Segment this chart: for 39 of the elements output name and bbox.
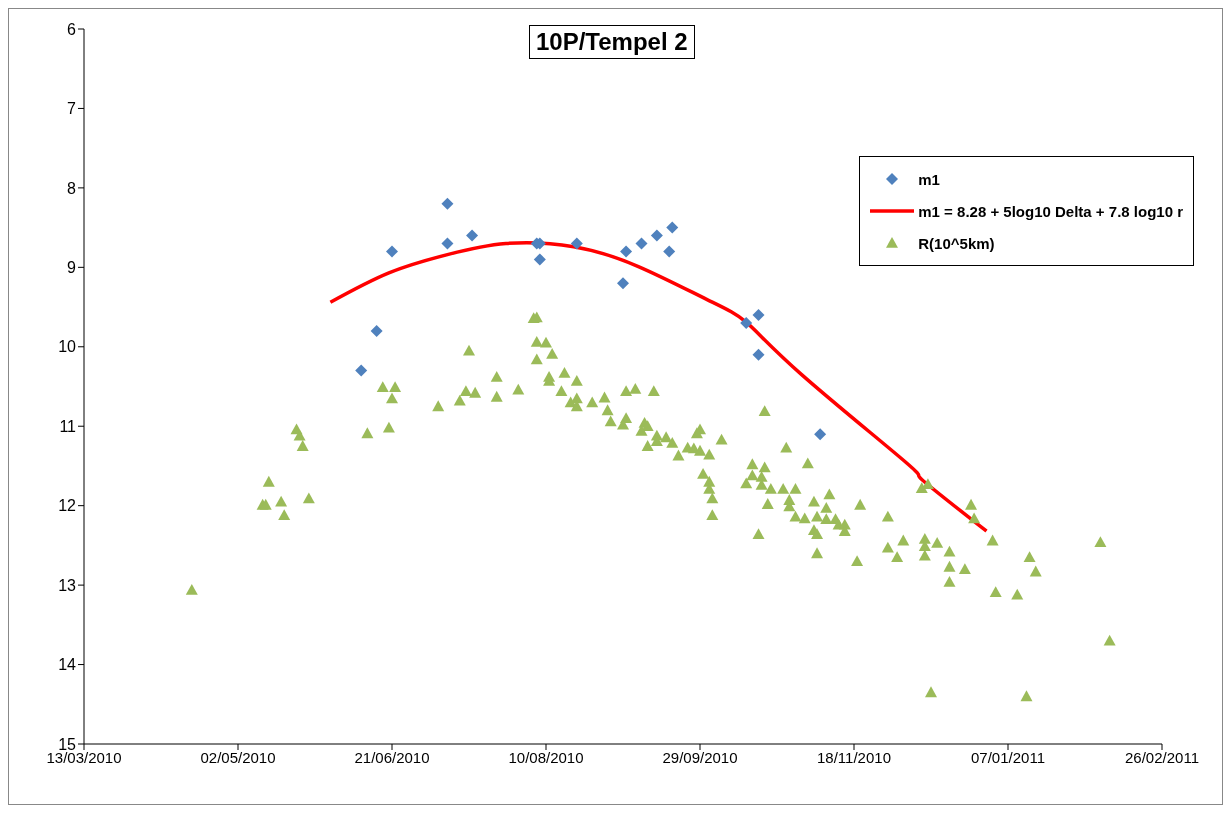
legend-label: R(10^5km)	[918, 234, 995, 252]
point	[441, 197, 454, 210]
x-tick-label: 18/11/2010	[817, 748, 891, 766]
x-tick-label: 07/01/2011	[971, 748, 1045, 766]
point	[386, 245, 398, 258]
y-tick-label: 15	[58, 735, 77, 753]
x-tick-label: 29/09/2010	[662, 748, 738, 766]
y-tick-label: 7	[67, 100, 77, 118]
point	[370, 324, 383, 337]
x-tick-label: 02/05/2010	[200, 748, 276, 766]
y-tick-label: 13	[58, 576, 77, 594]
point	[620, 245, 633, 258]
point	[666, 221, 679, 234]
y-tick-label: 11	[59, 417, 77, 435]
point	[650, 229, 663, 242]
legend-label: m1	[918, 170, 940, 188]
chart-title: 10P/Tempel 2	[529, 25, 695, 59]
x-tick-label: 21/06/2010	[354, 748, 430, 766]
point	[466, 229, 479, 242]
y-tick-label: 8	[67, 179, 77, 197]
y-tick-label: 9	[67, 259, 77, 277]
point	[740, 316, 753, 329]
y-tick-label: 6	[67, 20, 77, 38]
point	[617, 277, 629, 290]
point	[533, 253, 546, 266]
point	[752, 309, 765, 321]
y-tick-label: 14	[58, 656, 77, 674]
point	[635, 237, 648, 250]
x-tick-label: 10/08/2010	[508, 748, 584, 766]
point	[441, 237, 454, 250]
y-tick-label: 10	[58, 338, 77, 356]
point	[814, 428, 827, 441]
point	[663, 245, 676, 258]
point	[570, 237, 583, 250]
point	[355, 364, 368, 377]
point	[752, 348, 765, 361]
y-tick-label: 12	[58, 497, 77, 515]
legend-label: m1 = 8.28 + 5log10 Delta + 7.8 log10 r	[918, 202, 1183, 220]
x-tick-label: 26/02/2011	[1125, 748, 1199, 766]
